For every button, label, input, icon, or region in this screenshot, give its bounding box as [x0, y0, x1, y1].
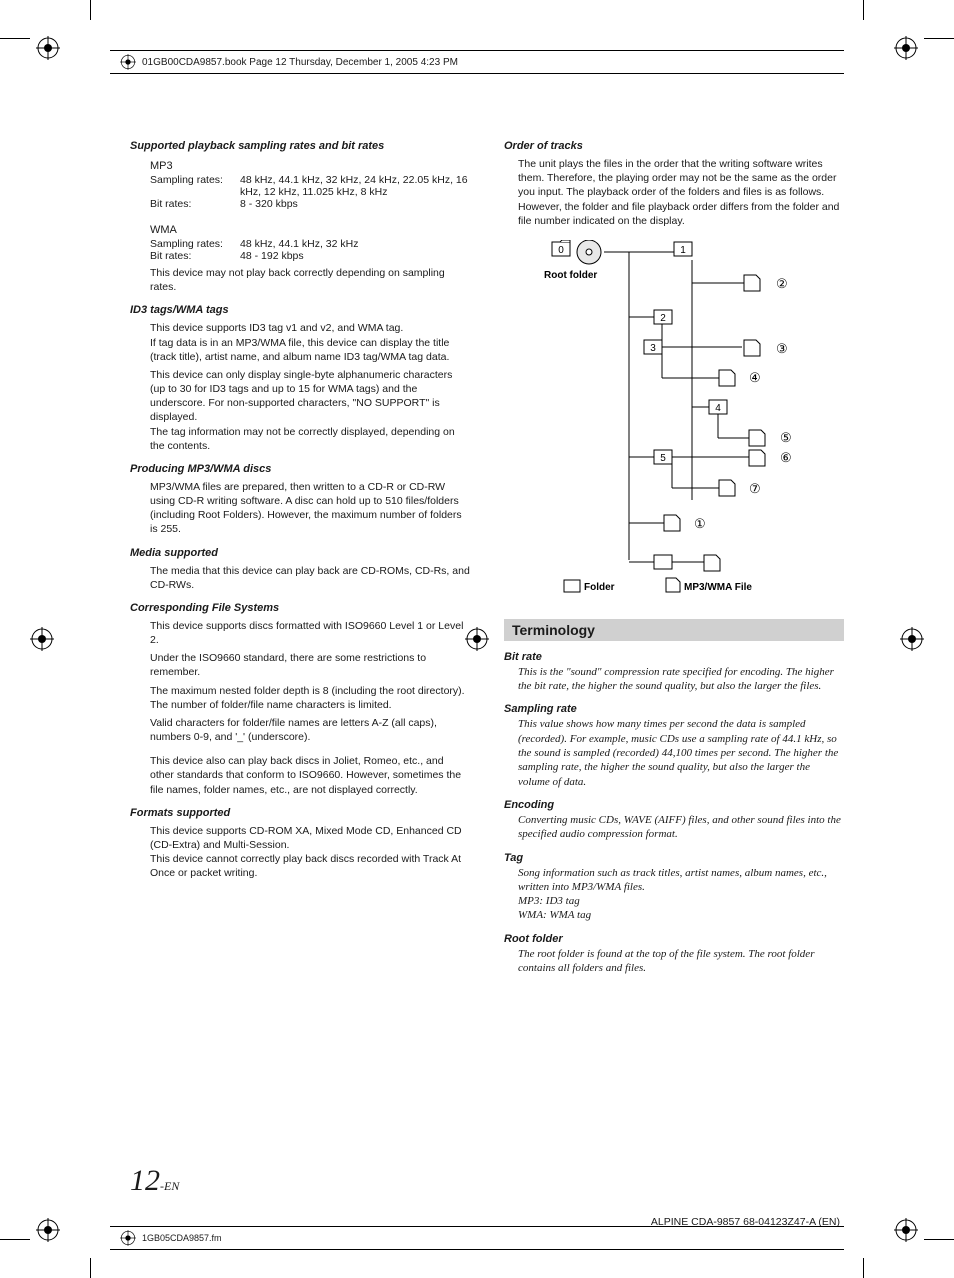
page-number: 12-EN [130, 1164, 179, 1198]
svg-text:③: ③ [776, 341, 788, 356]
paragraph: The maximum nested folder depth is 8 (in… [150, 684, 470, 712]
registration-mark-icon [36, 1218, 60, 1242]
crop-mark [863, 1258, 864, 1278]
term-body: The root folder is found at the top of t… [518, 947, 844, 976]
page-number-suffix: -EN [160, 1179, 179, 1193]
svg-text:②: ② [776, 276, 788, 291]
kv-row: Bit rates: 8 - 320 kbps [150, 198, 470, 210]
print-header-text: 01GB00CDA9857.book Page 12 Thursday, Dec… [142, 57, 458, 68]
svg-text:1: 1 [680, 245, 686, 256]
folder-num: 0 [558, 245, 564, 256]
registration-mark-icon [30, 627, 54, 651]
crop-mark [924, 1239, 954, 1240]
section-title: Formats supported [130, 807, 470, 819]
content-columns: Supported playback sampling rates and bi… [130, 130, 844, 975]
svg-text:3: 3 [650, 343, 656, 354]
registration-mark-icon [900, 627, 924, 651]
crop-mark [0, 38, 30, 39]
paragraph: MP3/WMA files are prepared, then written… [150, 480, 470, 537]
crop-mark [0, 1239, 30, 1240]
svg-text:⑤: ⑤ [780, 430, 792, 445]
kv-key: Sampling rates: [150, 238, 240, 250]
svg-text:⑥: ⑥ [780, 450, 792, 465]
section-title: ID3 tags/WMA tags [130, 304, 470, 316]
kv-key: Sampling rates: [150, 174, 240, 198]
footer-file-text: 1GB05CDA9857.fm [142, 1233, 222, 1243]
section-title: Order of tracks [504, 140, 844, 152]
term-body: Song information such as track titles, a… [518, 866, 844, 923]
svg-text:④: ④ [749, 370, 761, 385]
svg-text:4: 4 [715, 403, 721, 414]
term-body: This value shows how many times per seco… [518, 717, 844, 788]
paragraph: This device can only display single-byte… [150, 368, 470, 453]
paragraph: Valid characters for folder/file names a… [150, 716, 470, 744]
page-frame: 01GB00CDA9857.book Page 12 Thursday, Dec… [0, 0, 954, 1278]
right-column: Order of tracks The unit plays the files… [504, 130, 844, 975]
term-name: Encoding [504, 799, 844, 811]
term-name: Sampling rate [504, 703, 844, 715]
folder-tree-diagram: 0 Root folder 1 [524, 240, 844, 603]
crop-mark [924, 38, 954, 39]
term-body: Converting music CDs, WAVE (AIFF) files,… [518, 813, 844, 842]
paragraph: The unit plays the files in the order th… [518, 157, 844, 228]
kv-row: Sampling rates: 48 kHz, 44.1 kHz, 32 kHz [150, 238, 470, 250]
term-name: Tag [504, 852, 844, 864]
subhead-wma: WMA [150, 224, 470, 236]
print-header: 01GB00CDA9857.book Page 12 Thursday, Dec… [110, 50, 844, 74]
kv-val: 48 kHz, 44.1 kHz, 32 kHz [240, 238, 470, 250]
paragraph: The media that this device can play back… [150, 564, 470, 592]
registration-mark-icon [36, 36, 60, 60]
kv-row: Bit rates: 48 - 192 kbps [150, 250, 470, 262]
section-title: Corresponding File Systems [130, 602, 470, 614]
legend-file: MP3/WMA File [684, 582, 752, 593]
terminology-list: Bit rate This is the "sound" compression … [504, 651, 844, 975]
terminology-heading: Terminology [504, 619, 844, 641]
kv-val: 48 kHz, 44.1 kHz, 32 kHz, 24 kHz, 22.05 … [240, 174, 470, 198]
left-column: Supported playback sampling rates and bi… [130, 130, 470, 975]
paragraph: This device may not play back correctly … [150, 266, 470, 294]
paragraph: This device supports CD-ROM XA, Mixed Mo… [150, 824, 470, 881]
term-body: This is the "sound" compression rate spe… [518, 665, 844, 694]
svg-text:①: ① [694, 516, 706, 531]
section-title: Producing MP3/WMA discs [130, 463, 470, 475]
registration-mark-icon [120, 54, 136, 70]
svg-text:⑦: ⑦ [749, 481, 761, 496]
registration-mark-icon [894, 36, 918, 60]
registration-mark-icon [894, 1218, 918, 1242]
crop-mark [90, 1258, 91, 1278]
subhead-mp3: MP3 [150, 160, 470, 172]
crop-mark [90, 0, 91, 20]
print-footer: 1GB05CDA9857.fm [110, 1226, 844, 1250]
svg-text:5: 5 [660, 453, 666, 464]
svg-text:2: 2 [660, 313, 666, 324]
kv-val: 8 - 320 kbps [240, 198, 470, 210]
crop-mark [863, 0, 864, 20]
term-name: Bit rate [504, 651, 844, 663]
section-title: Media supported [130, 547, 470, 559]
legend-folder: Folder [584, 582, 615, 593]
term-name: Root folder [504, 933, 844, 945]
kv-row: Sampling rates: 48 kHz, 44.1 kHz, 32 kHz… [150, 174, 470, 198]
page-number-value: 12 [130, 1164, 160, 1197]
root-folder-label: Root folder [544, 270, 597, 281]
paragraph: Under the ISO9660 standard, there are so… [150, 651, 470, 679]
paragraph: This device also can play back discs in … [150, 754, 470, 797]
section-title: Supported playback sampling rates and bi… [130, 140, 470, 152]
kv-key: Bit rates: [150, 250, 240, 262]
paragraph: This device supports discs formatted wit… [150, 619, 470, 647]
paragraph: This device supports ID3 tag v1 and v2, … [150, 321, 470, 364]
kv-val: 48 - 192 kbps [240, 250, 470, 262]
registration-mark-icon [120, 1230, 136, 1246]
kv-key: Bit rates: [150, 198, 240, 210]
